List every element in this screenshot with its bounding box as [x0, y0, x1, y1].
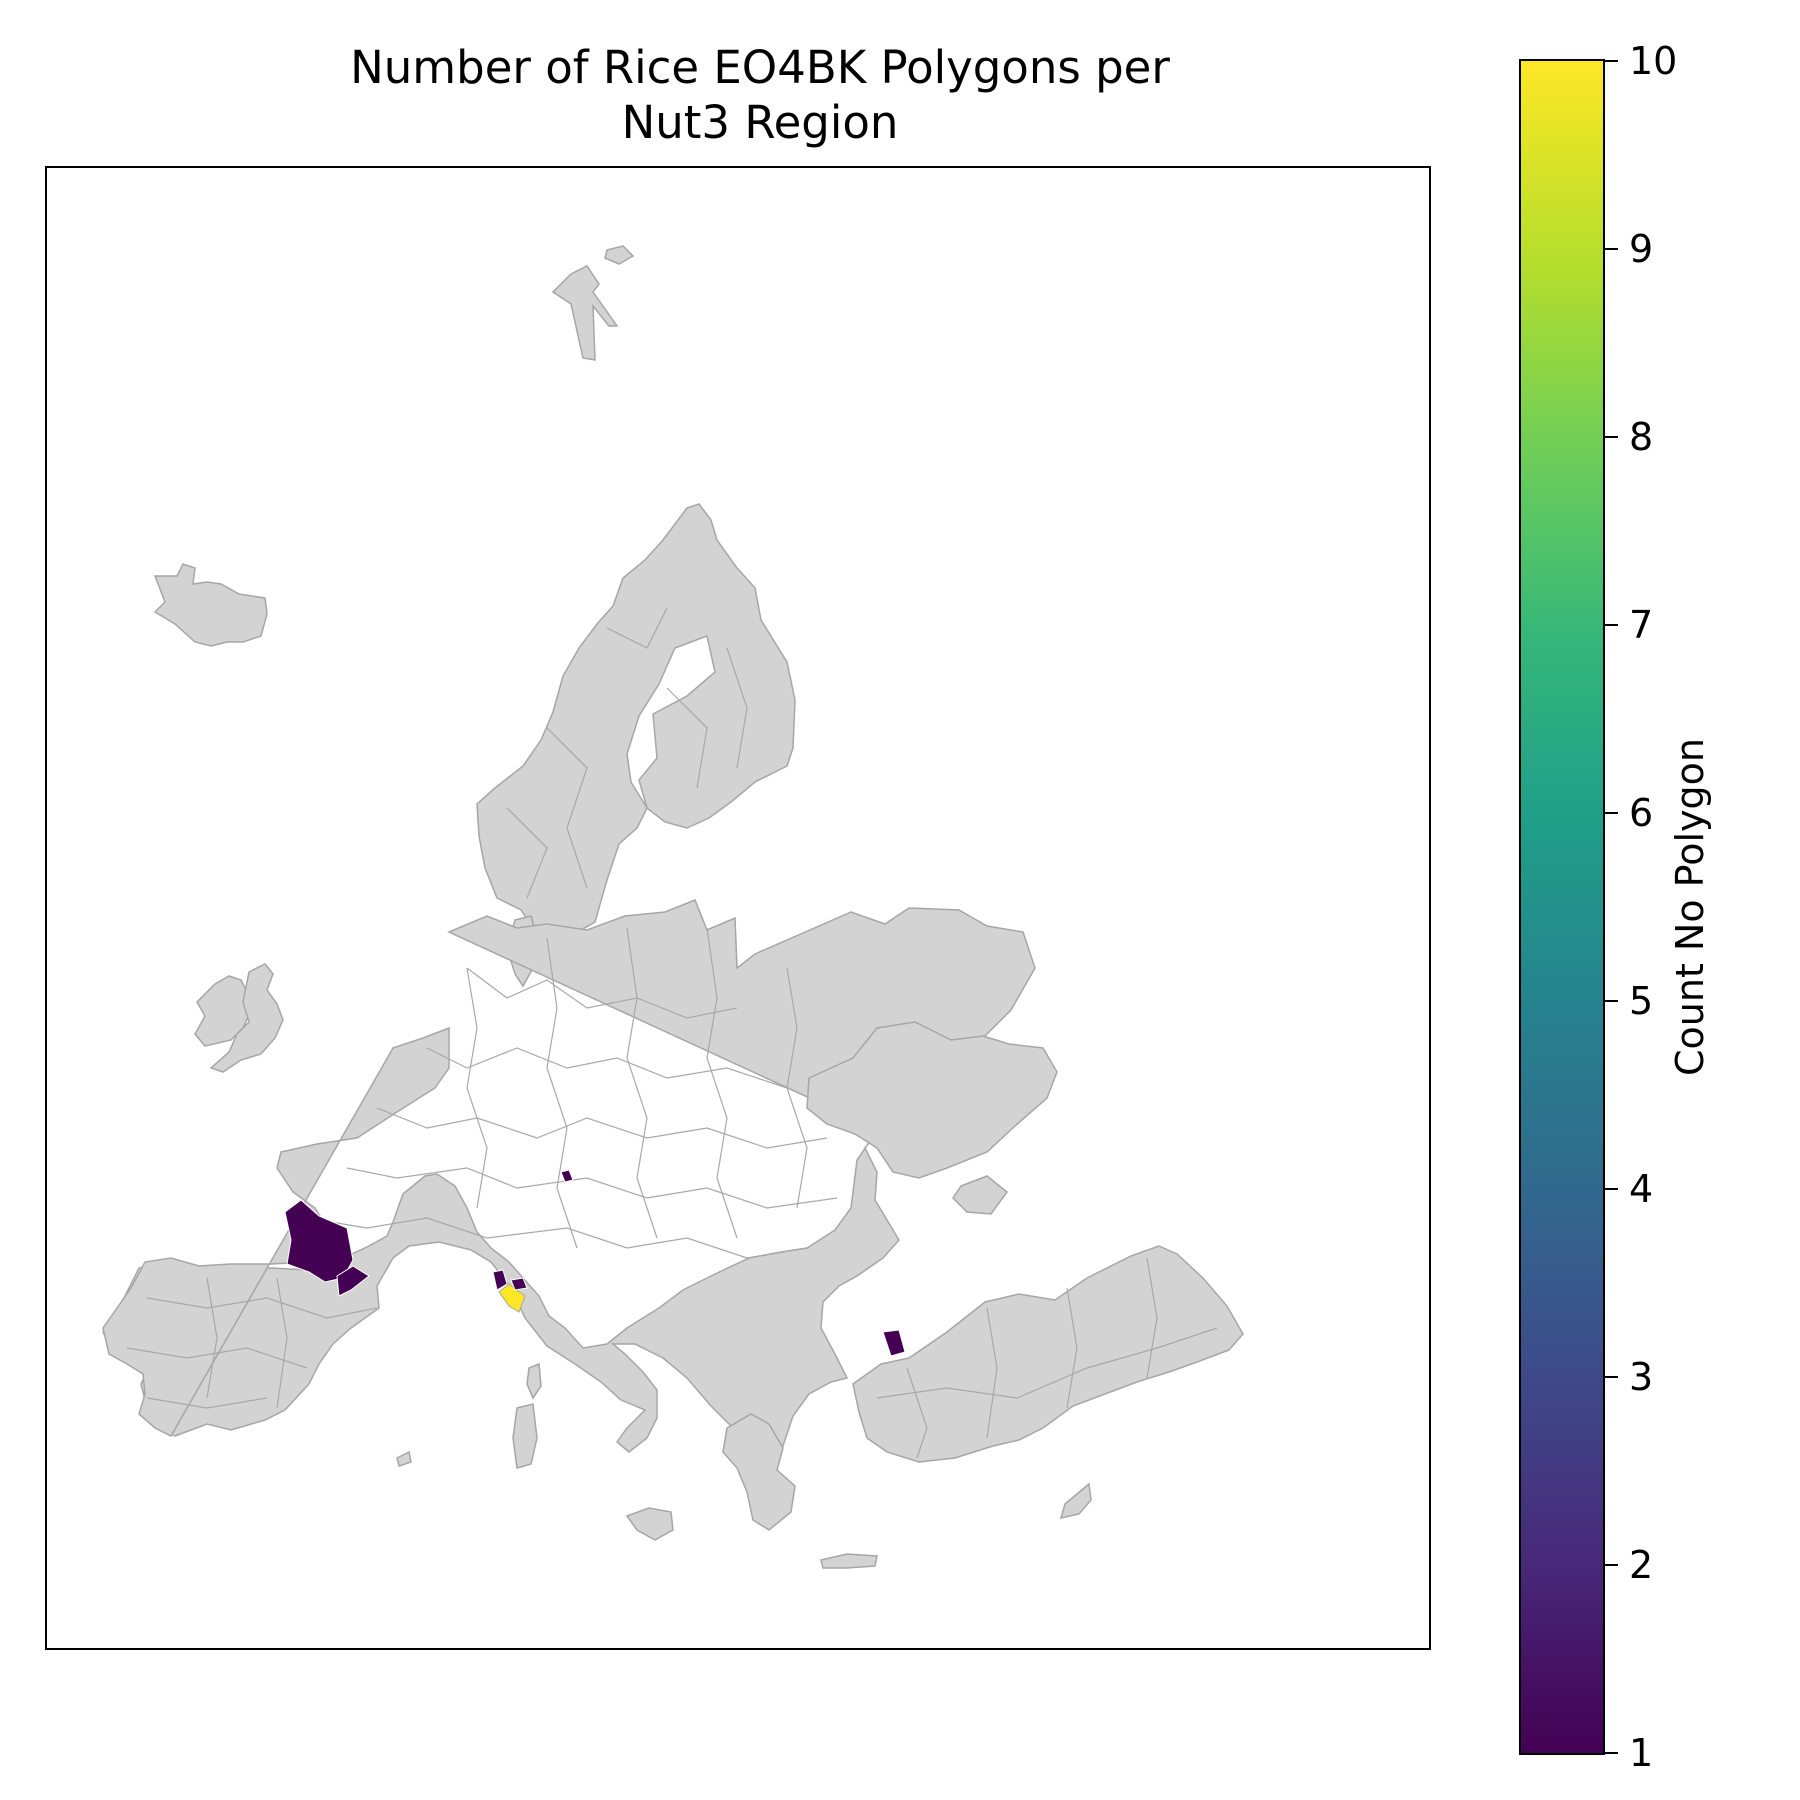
region-spain-coast	[336, 1265, 370, 1297]
land-great-britain	[209, 963, 284, 1073]
land-sardinia	[512, 1403, 538, 1469]
land-sicily	[625, 1507, 674, 1541]
title-line-1: Number of Rice EO4BK Polygons per	[350, 41, 1170, 94]
region-italy-lombardy	[492, 1269, 508, 1291]
europe-map	[102, 245, 1244, 1569]
land-crimea	[952, 1175, 1009, 1215]
land-cyprus	[1059, 1482, 1092, 1520]
region-italy-lombardy-2	[510, 1277, 528, 1291]
land-turkey	[852, 1245, 1244, 1463]
colorbar-label: Count No Polygon	[1668, 738, 1712, 1076]
nuts3-boundaries	[126, 607, 1218, 1459]
map-frame	[45, 166, 1431, 1650]
land-mallorca	[396, 1450, 412, 1467]
land-crete	[820, 1553, 878, 1569]
region-germany-south	[560, 1169, 574, 1183]
land-svalbard	[551, 265, 619, 361]
title-line-2: Nut3 Region	[621, 96, 899, 149]
land-iceland	[153, 563, 268, 647]
land-greece	[722, 1413, 796, 1531]
land-scandinavia	[476, 503, 796, 943]
region-italy-piedmont	[498, 1283, 526, 1313]
map-title: Number of Rice EO4BK Polygons per Nut3 R…	[40, 40, 1480, 150]
colorbar	[1519, 59, 1605, 1755]
land-eastern-block	[806, 1021, 1058, 1179]
land-svalbard-east	[604, 245, 635, 265]
region-bulgaria	[882, 1329, 906, 1357]
land-corsica	[526, 1362, 542, 1400]
land-france-iberia	[102, 1026, 450, 1437]
